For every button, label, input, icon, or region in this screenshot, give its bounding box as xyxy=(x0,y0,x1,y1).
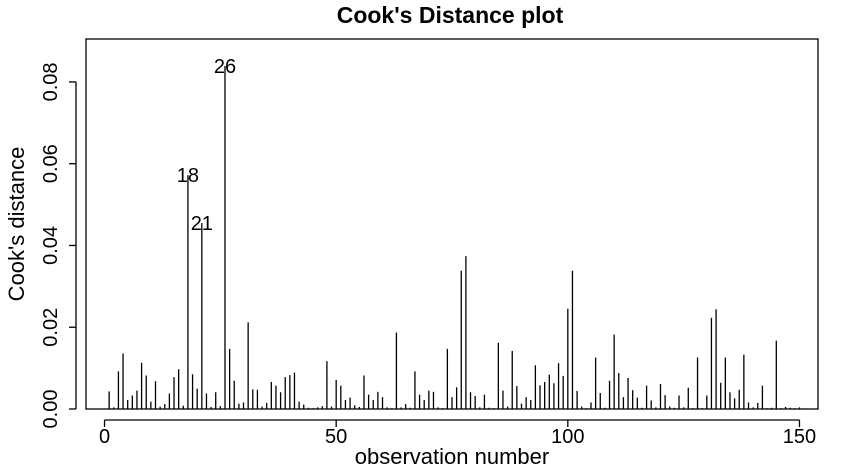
chart-title: Cook's Distance plot xyxy=(337,2,564,28)
y-tick-label: 0.08 xyxy=(40,62,62,101)
point-label-18: 18 xyxy=(177,165,199,187)
x-tick-label: 50 xyxy=(325,426,347,448)
y-tick-label: 0.02 xyxy=(40,308,62,347)
x-axis-label: observation number xyxy=(355,444,549,469)
y-tick-label: 0.00 xyxy=(40,390,62,429)
point-label-26: 26 xyxy=(214,56,236,78)
x-tick-label: 0 xyxy=(99,426,110,448)
x-axis: 0 50 100 150 xyxy=(99,419,816,448)
spike-series xyxy=(108,65,801,409)
y-axis: 0.00 0.02 0.04 0.06 0.08 xyxy=(40,62,77,429)
y-axis-label: Cook's distance xyxy=(4,147,29,302)
point-label-21: 21 xyxy=(191,213,213,235)
point-labels: 26 18 21 xyxy=(177,56,236,235)
y-tick-label: 0.04 xyxy=(40,226,62,265)
x-tick-label: 150 xyxy=(783,426,816,448)
x-tick-label: 100 xyxy=(551,426,584,448)
y-tick-label: 0.06 xyxy=(40,144,62,183)
